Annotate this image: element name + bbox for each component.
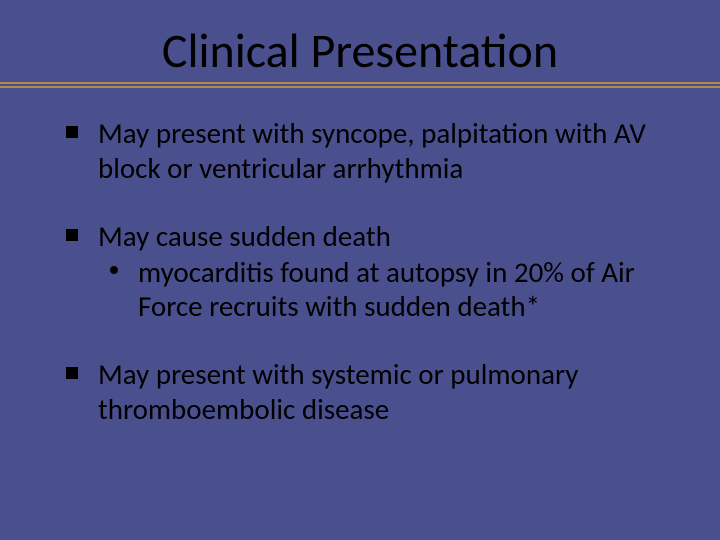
bullet-text: May cause sudden death (98, 218, 391, 254)
dot-bullet-icon (110, 266, 118, 274)
bullet-item: May present with systemic or pulmonary t… (56, 357, 674, 425)
title-region: Clinical Presentation (0, 0, 720, 88)
bullet-item: May cause sudden death myocarditis found… (56, 219, 674, 324)
sub-bullet-item: myocarditis found at autopsy in 20% of A… (98, 255, 674, 323)
slide-body: May present with syncope, palpitation wi… (0, 88, 720, 426)
square-bullet-icon (66, 367, 78, 379)
square-bullet-icon (66, 126, 78, 138)
slide-title: Clinical Presentation (162, 26, 558, 76)
title-underline (0, 82, 720, 88)
square-bullet-icon (66, 229, 78, 241)
bullet-text: May present with systemic or pulmonary t… (98, 356, 578, 426)
slide: Clinical Presentation May present with s… (0, 0, 720, 540)
sub-bullet-text: myocarditis found at autopsy in 20% of A… (138, 254, 635, 324)
bullet-text: May present with syncope, palpitation wi… (98, 115, 646, 185)
bullet-item: May present with syncope, palpitation wi… (56, 116, 674, 184)
